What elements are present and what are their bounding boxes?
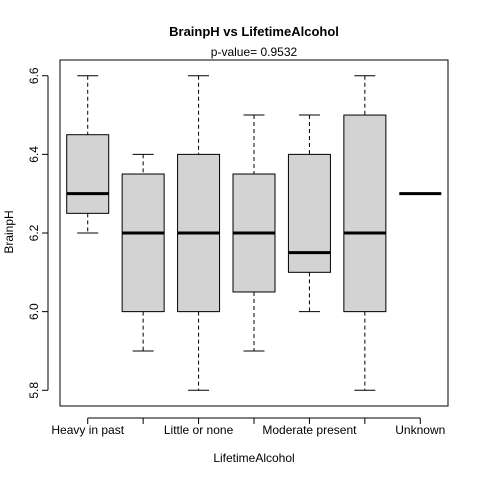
y-tick-label-3: 6.4: [27, 146, 41, 163]
chart-title: BrainpH vs LifetimeAlcohol: [169, 24, 339, 39]
box-5-body: [343, 114, 387, 313]
y-tick-label-1: 6.0: [27, 303, 41, 320]
y-tick-label-4: 6.6: [27, 67, 41, 84]
box-1-body: [121, 173, 165, 313]
x-tick-label-2: Little or none: [164, 423, 234, 437]
chart-subtitle: p-value= 0.9532: [211, 45, 298, 59]
x-axis-label: LifetimeAlcohol: [213, 451, 294, 465]
box-4-body: [287, 153, 331, 273]
plot-frame: [59, 59, 449, 407]
y-tick-label-2: 6.2: [27, 224, 41, 241]
x-tick-label-6: Unknown: [395, 423, 445, 437]
plot-layer: 5.8 6.0 6.2 6.4 6.6 Heavy in past Little or no…: [27, 67, 445, 437]
box-0-body: [66, 134, 110, 214]
y-tick-label-0: 5.8: [27, 382, 41, 399]
x-tick-label-4: Moderate present: [262, 423, 357, 437]
y-axis-label: BrainpH: [2, 210, 16, 253]
x-tick-label-0: Heavy in past: [51, 423, 124, 437]
